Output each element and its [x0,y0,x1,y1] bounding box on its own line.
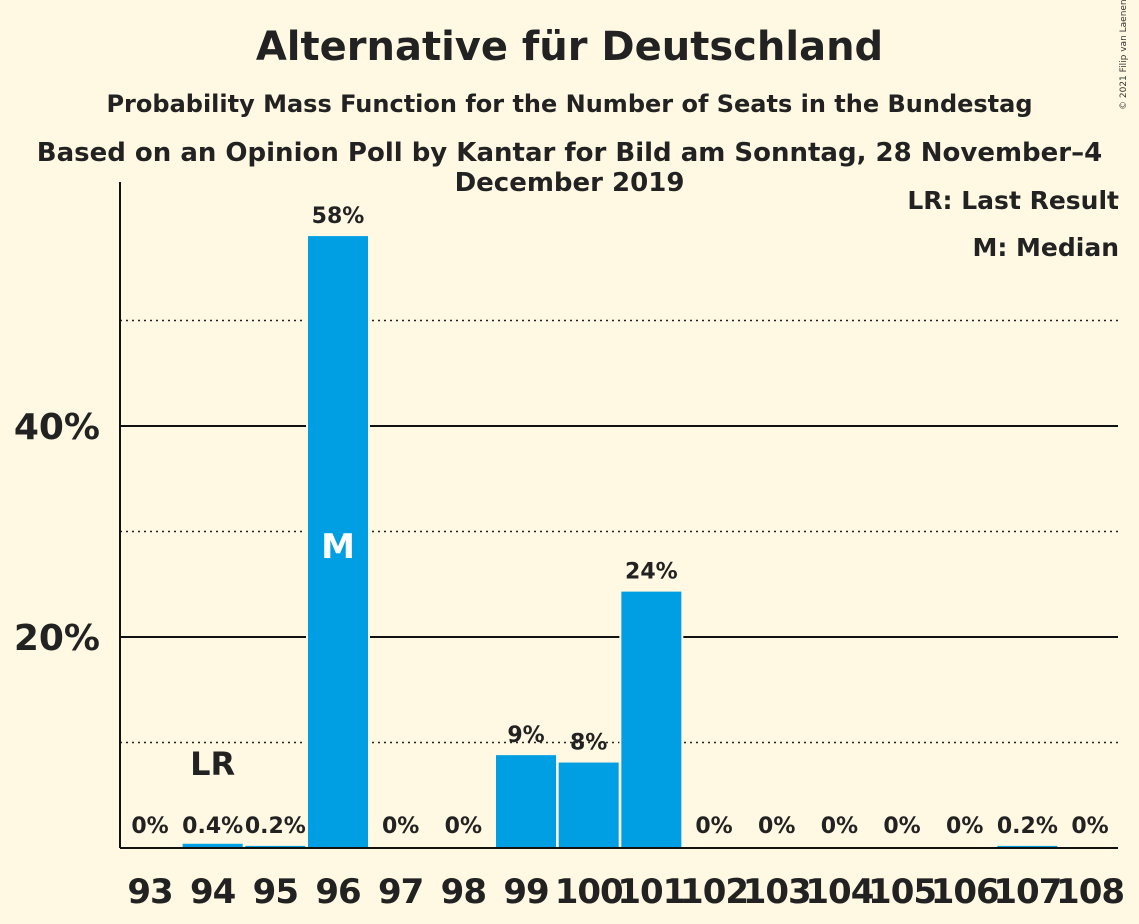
data-label-100: 8% [570,731,607,756]
data-label-95: 0.2% [245,814,306,839]
data-label-105: 0% [883,814,920,839]
chart-subtitle: Probability Mass Function for the Number… [106,90,1033,118]
median-marker: M [321,527,355,567]
data-label-108: 0% [1071,814,1108,839]
x-tick-label-104: 104 [805,872,873,912]
data-label-97: 0% [382,814,419,839]
data-label-96: 58% [312,204,365,229]
bar-100 [558,762,619,848]
bar-95 [245,845,306,848]
data-label-94: 0.4% [182,814,243,839]
bar-101 [621,591,682,848]
legend-median: M: Median [972,233,1119,262]
bar-107 [997,845,1058,848]
data-label-93: 0% [131,814,168,839]
data-label-106: 0% [946,814,983,839]
x-tick-label-96: 96 [315,872,360,912]
x-tick-label-108: 108 [1056,872,1124,912]
data-label-104: 0% [821,814,858,839]
x-tick-label-95: 95 [253,872,298,912]
data-label-107: 0.2% [997,814,1058,839]
x-tick-label-98: 98 [441,872,486,912]
last-result-marker: LR [190,745,235,783]
x-tick-label-103: 103 [743,872,811,912]
chart-title: Alternative für Deutschland [255,24,884,70]
bar-99 [496,755,557,848]
x-tick-label-94: 94 [190,872,236,912]
data-label-102: 0% [695,814,732,839]
x-tick-label-107: 107 [993,872,1061,912]
x-tick-label-102: 102 [680,872,748,912]
y-tick-label: 20% [14,618,100,659]
x-tick-label-106: 106 [931,872,999,912]
bar-94 [182,843,243,848]
x-tick-label-100: 100 [555,872,623,912]
x-tick-label-105: 105 [868,872,936,912]
data-label-98: 0% [445,814,482,839]
legend-last-result: LR: Last Result [907,186,1119,215]
x-tick-label-101: 101 [617,872,685,912]
data-label-101: 24% [625,560,678,585]
data-label-99: 9% [507,723,544,748]
x-tick-label-99: 99 [503,872,548,912]
y-tick-label: 40% [14,407,100,448]
chart-source-line: Based on an Opinion Poll by Kantar for B… [36,138,1103,198]
x-tick-label-93: 93 [127,872,172,912]
data-label-103: 0% [758,814,795,839]
x-tick-label-97: 97 [378,872,423,912]
bar-96 [308,236,369,849]
